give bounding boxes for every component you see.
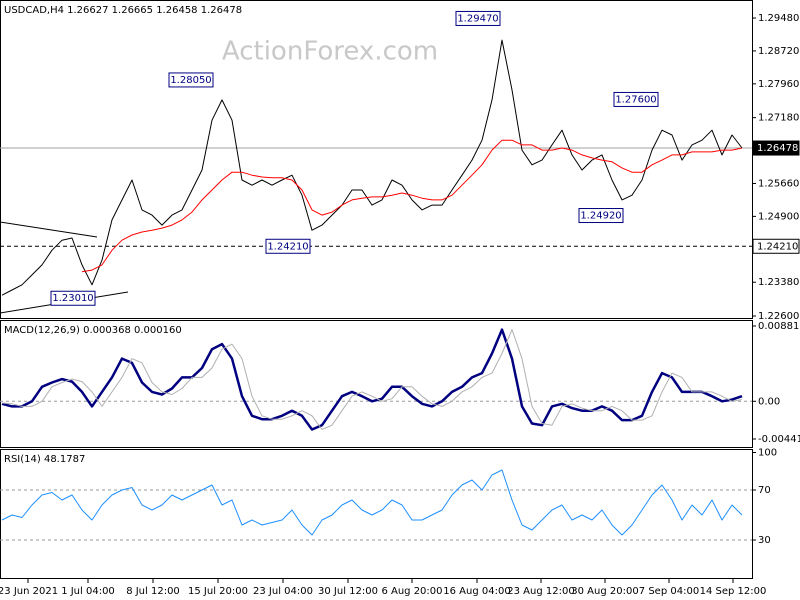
- y-tick-label: 0.00: [758, 396, 780, 407]
- series-line: [1, 328, 743, 431]
- trend-line: [0, 221, 98, 238]
- plot-layer: ActionForex.com 1.29480 1.28720 1.27960 1.27…: [0, 5, 800, 597]
- level-label: 1.24210: [757, 241, 798, 252]
- y-tick-label: 100: [758, 448, 777, 459]
- y-tick-label: 1.23380: [758, 277, 799, 288]
- x-tick-label: 6 Aug 20:00: [381, 586, 442, 597]
- panel-title: MACD(12,26,9) 0.000368 0.000160: [4, 325, 182, 336]
- y-tick-label: 1.22600: [758, 311, 799, 322]
- annotation-box: [578, 208, 624, 224]
- panel-title: RSI(14) 48.1787: [4, 454, 85, 465]
- series-line: [81, 139, 743, 273]
- watermark: ActionForex.com: [222, 37, 438, 67]
- annotation-label: 1.24920: [580, 211, 621, 222]
- y-tick-label: 1.29480: [758, 13, 799, 24]
- x-tick-label: 14 Sep 12:00: [700, 586, 767, 597]
- y-tick-label: 1.27960: [758, 79, 799, 90]
- macd-frame: [0, 320, 753, 448]
- y-tick-label: 1.27180: [758, 113, 799, 124]
- annotation-label: 1.27600: [615, 94, 656, 105]
- x-tick-label: 1 Jul 04:00: [61, 586, 115, 597]
- x-tick-label: 15 Jul 20:00: [188, 586, 248, 597]
- x-tick-label: 30 Jul 12:00: [318, 586, 378, 597]
- y-tick-label: 1.24900: [758, 211, 799, 222]
- series-line: [1, 39, 743, 296]
- x-tick-label: 8 Jul 12:00: [126, 586, 180, 597]
- annotation-box: [265, 238, 311, 254]
- annotation-label: 1.28050: [170, 75, 211, 86]
- rsi-frame: [0, 449, 753, 579]
- x-tick-label: 23 Aug 12:00: [507, 586, 574, 597]
- annotation-box: [613, 91, 659, 107]
- annotation-label: 1.24210: [267, 241, 308, 252]
- x-tick-label: 30 Aug 20:00: [571, 586, 638, 597]
- annotation-box: [455, 10, 501, 26]
- series-line: [1, 469, 743, 536]
- annotation-label: 1.23010: [52, 293, 93, 304]
- y-tick-label: 0.008816: [758, 321, 800, 332]
- panel-title: USDCAD,H4 1.26627 1.26665 1.26458 1.2647…: [4, 5, 242, 16]
- price-frame: [0, 0, 753, 319]
- x-tick-label: 7 Sep 04:00: [639, 586, 699, 597]
- x-tick-label: 16 Aug 04:00: [443, 586, 510, 597]
- x-tick-label: 23 Jul 04:00: [253, 586, 313, 597]
- annotation-box: [168, 72, 214, 88]
- level-label: 1.26478: [757, 143, 798, 154]
- y-tick-label: -0.004416: [758, 434, 800, 445]
- y-tick-label: 70: [758, 485, 771, 496]
- y-tick-label: 1.28720: [758, 46, 799, 57]
- y-tick-label: 1.25660: [758, 178, 799, 189]
- annotation-box: [50, 290, 96, 306]
- series-line: [1, 329, 743, 430]
- level-label-box: [752, 238, 800, 254]
- y-tick-label: 30: [758, 535, 771, 546]
- x-tick-label: 23 Jun 2021: [0, 586, 58, 597]
- annotation-label: 1.29470: [457, 13, 498, 24]
- level-label-box: [752, 140, 800, 156]
